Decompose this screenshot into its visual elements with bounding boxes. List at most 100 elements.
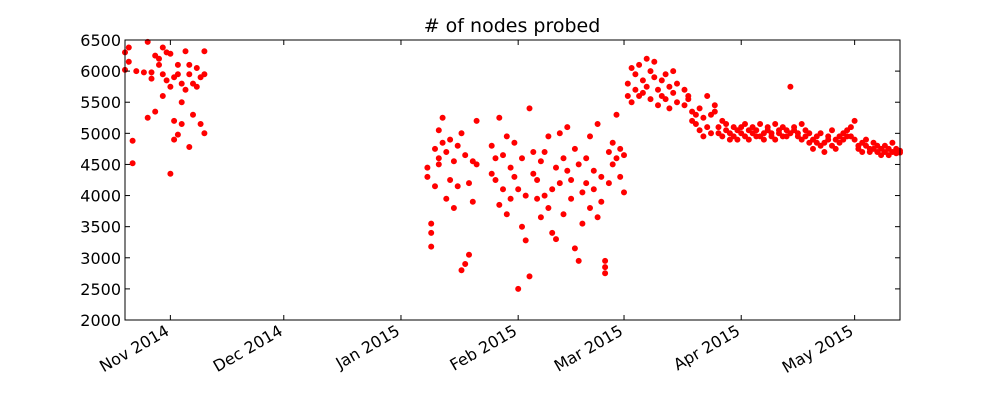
- data-point: [639, 89, 646, 96]
- data-point: [881, 149, 888, 155]
- data-point: [806, 130, 813, 137]
- data-point: [700, 133, 707, 140]
- data-point: [613, 155, 620, 162]
- data-point: [193, 65, 200, 71]
- data-point: [613, 111, 620, 118]
- data-point: [454, 142, 461, 149]
- data-point: [859, 149, 866, 155]
- data-point: [507, 164, 514, 171]
- data-point: [813, 139, 820, 146]
- data-point: [730, 133, 737, 140]
- data-point: [794, 130, 801, 137]
- data-point: [655, 86, 661, 93]
- data-point: [847, 124, 854, 131]
- data-point: [878, 152, 885, 159]
- data-point: [439, 139, 446, 146]
- data-point: [590, 186, 597, 193]
- data-point: [658, 77, 665, 84]
- data-point: [723, 121, 730, 127]
- plot-frame: [124, 39, 901, 321]
- data-point: [617, 145, 624, 152]
- data-point: [537, 158, 544, 165]
- data-point: [439, 114, 446, 121]
- data-point: [473, 117, 480, 124]
- y-tick-label: 3500: [80, 218, 121, 237]
- data-point: [670, 68, 677, 75]
- x-tick-label: Feb 2015: [446, 321, 520, 375]
- data-point: [587, 133, 593, 140]
- data-point: [632, 86, 639, 93]
- y-tick-label: 6000: [80, 62, 121, 81]
- data-point: [832, 145, 839, 152]
- data-point: [583, 180, 590, 187]
- data-point: [519, 223, 525, 230]
- data-point: [757, 133, 764, 140]
- data-point: [159, 71, 166, 78]
- data-point: [530, 149, 537, 155]
- data-point: [689, 117, 696, 124]
- data-point: [817, 130, 824, 137]
- data-point: [522, 237, 529, 244]
- data-point: [730, 124, 737, 131]
- data-point: [772, 136, 779, 143]
- data-point: [186, 71, 193, 78]
- data-point: [496, 114, 503, 121]
- data-point: [428, 229, 435, 236]
- data-point: [719, 133, 726, 140]
- y-tick-label: 3000: [80, 249, 121, 268]
- data-point: [658, 93, 665, 99]
- data-point: [598, 198, 605, 205]
- data-point: [753, 127, 760, 134]
- data-point: [530, 170, 537, 177]
- data-point: [783, 133, 790, 140]
- data-point: [674, 99, 680, 106]
- data-point: [201, 130, 208, 137]
- data-point: [575, 257, 582, 264]
- x-tick-label: Mar 2015: [551, 321, 626, 375]
- data-point: [840, 130, 847, 137]
- data-point: [779, 124, 786, 131]
- data-point: [125, 58, 132, 65]
- data-point: [560, 155, 567, 162]
- data-point: [787, 83, 794, 90]
- data-point: [500, 152, 506, 159]
- data-point: [443, 195, 450, 202]
- data-point: [605, 149, 612, 155]
- x-tick-label: Apr 2015: [670, 321, 743, 374]
- data-point: [182, 48, 189, 55]
- data-point: [715, 124, 722, 131]
- data-point: [469, 198, 476, 205]
- data-point: [711, 102, 718, 109]
- data-point: [526, 273, 533, 280]
- data-point: [458, 267, 465, 274]
- data-point: [742, 121, 748, 127]
- data-point: [866, 149, 873, 155]
- data-point: [178, 121, 185, 127]
- data-point: [167, 83, 174, 90]
- x-tick-label: Jan 2015: [332, 321, 403, 373]
- data-point: [515, 285, 522, 292]
- data-point: [186, 144, 193, 150]
- data-point: [851, 117, 858, 124]
- data-point: [692, 121, 699, 127]
- data-point: [726, 130, 733, 137]
- data-point: [568, 195, 575, 202]
- data-point: [738, 124, 745, 131]
- data-point: [863, 136, 869, 143]
- data-point: [519, 155, 525, 162]
- data-point: [681, 102, 688, 109]
- data-point: [878, 145, 885, 152]
- data-point: [598, 173, 605, 180]
- data-point: [450, 205, 457, 211]
- data-point: [621, 152, 627, 159]
- data-point: [575, 161, 582, 168]
- data-point: [171, 74, 178, 81]
- y-tick-label: 4500: [80, 155, 121, 174]
- data-point: [745, 136, 752, 143]
- data-point: [817, 142, 824, 149]
- data-point: [829, 142, 835, 149]
- data-point: [844, 127, 851, 134]
- data-point: [696, 127, 703, 134]
- data-point: [602, 270, 609, 277]
